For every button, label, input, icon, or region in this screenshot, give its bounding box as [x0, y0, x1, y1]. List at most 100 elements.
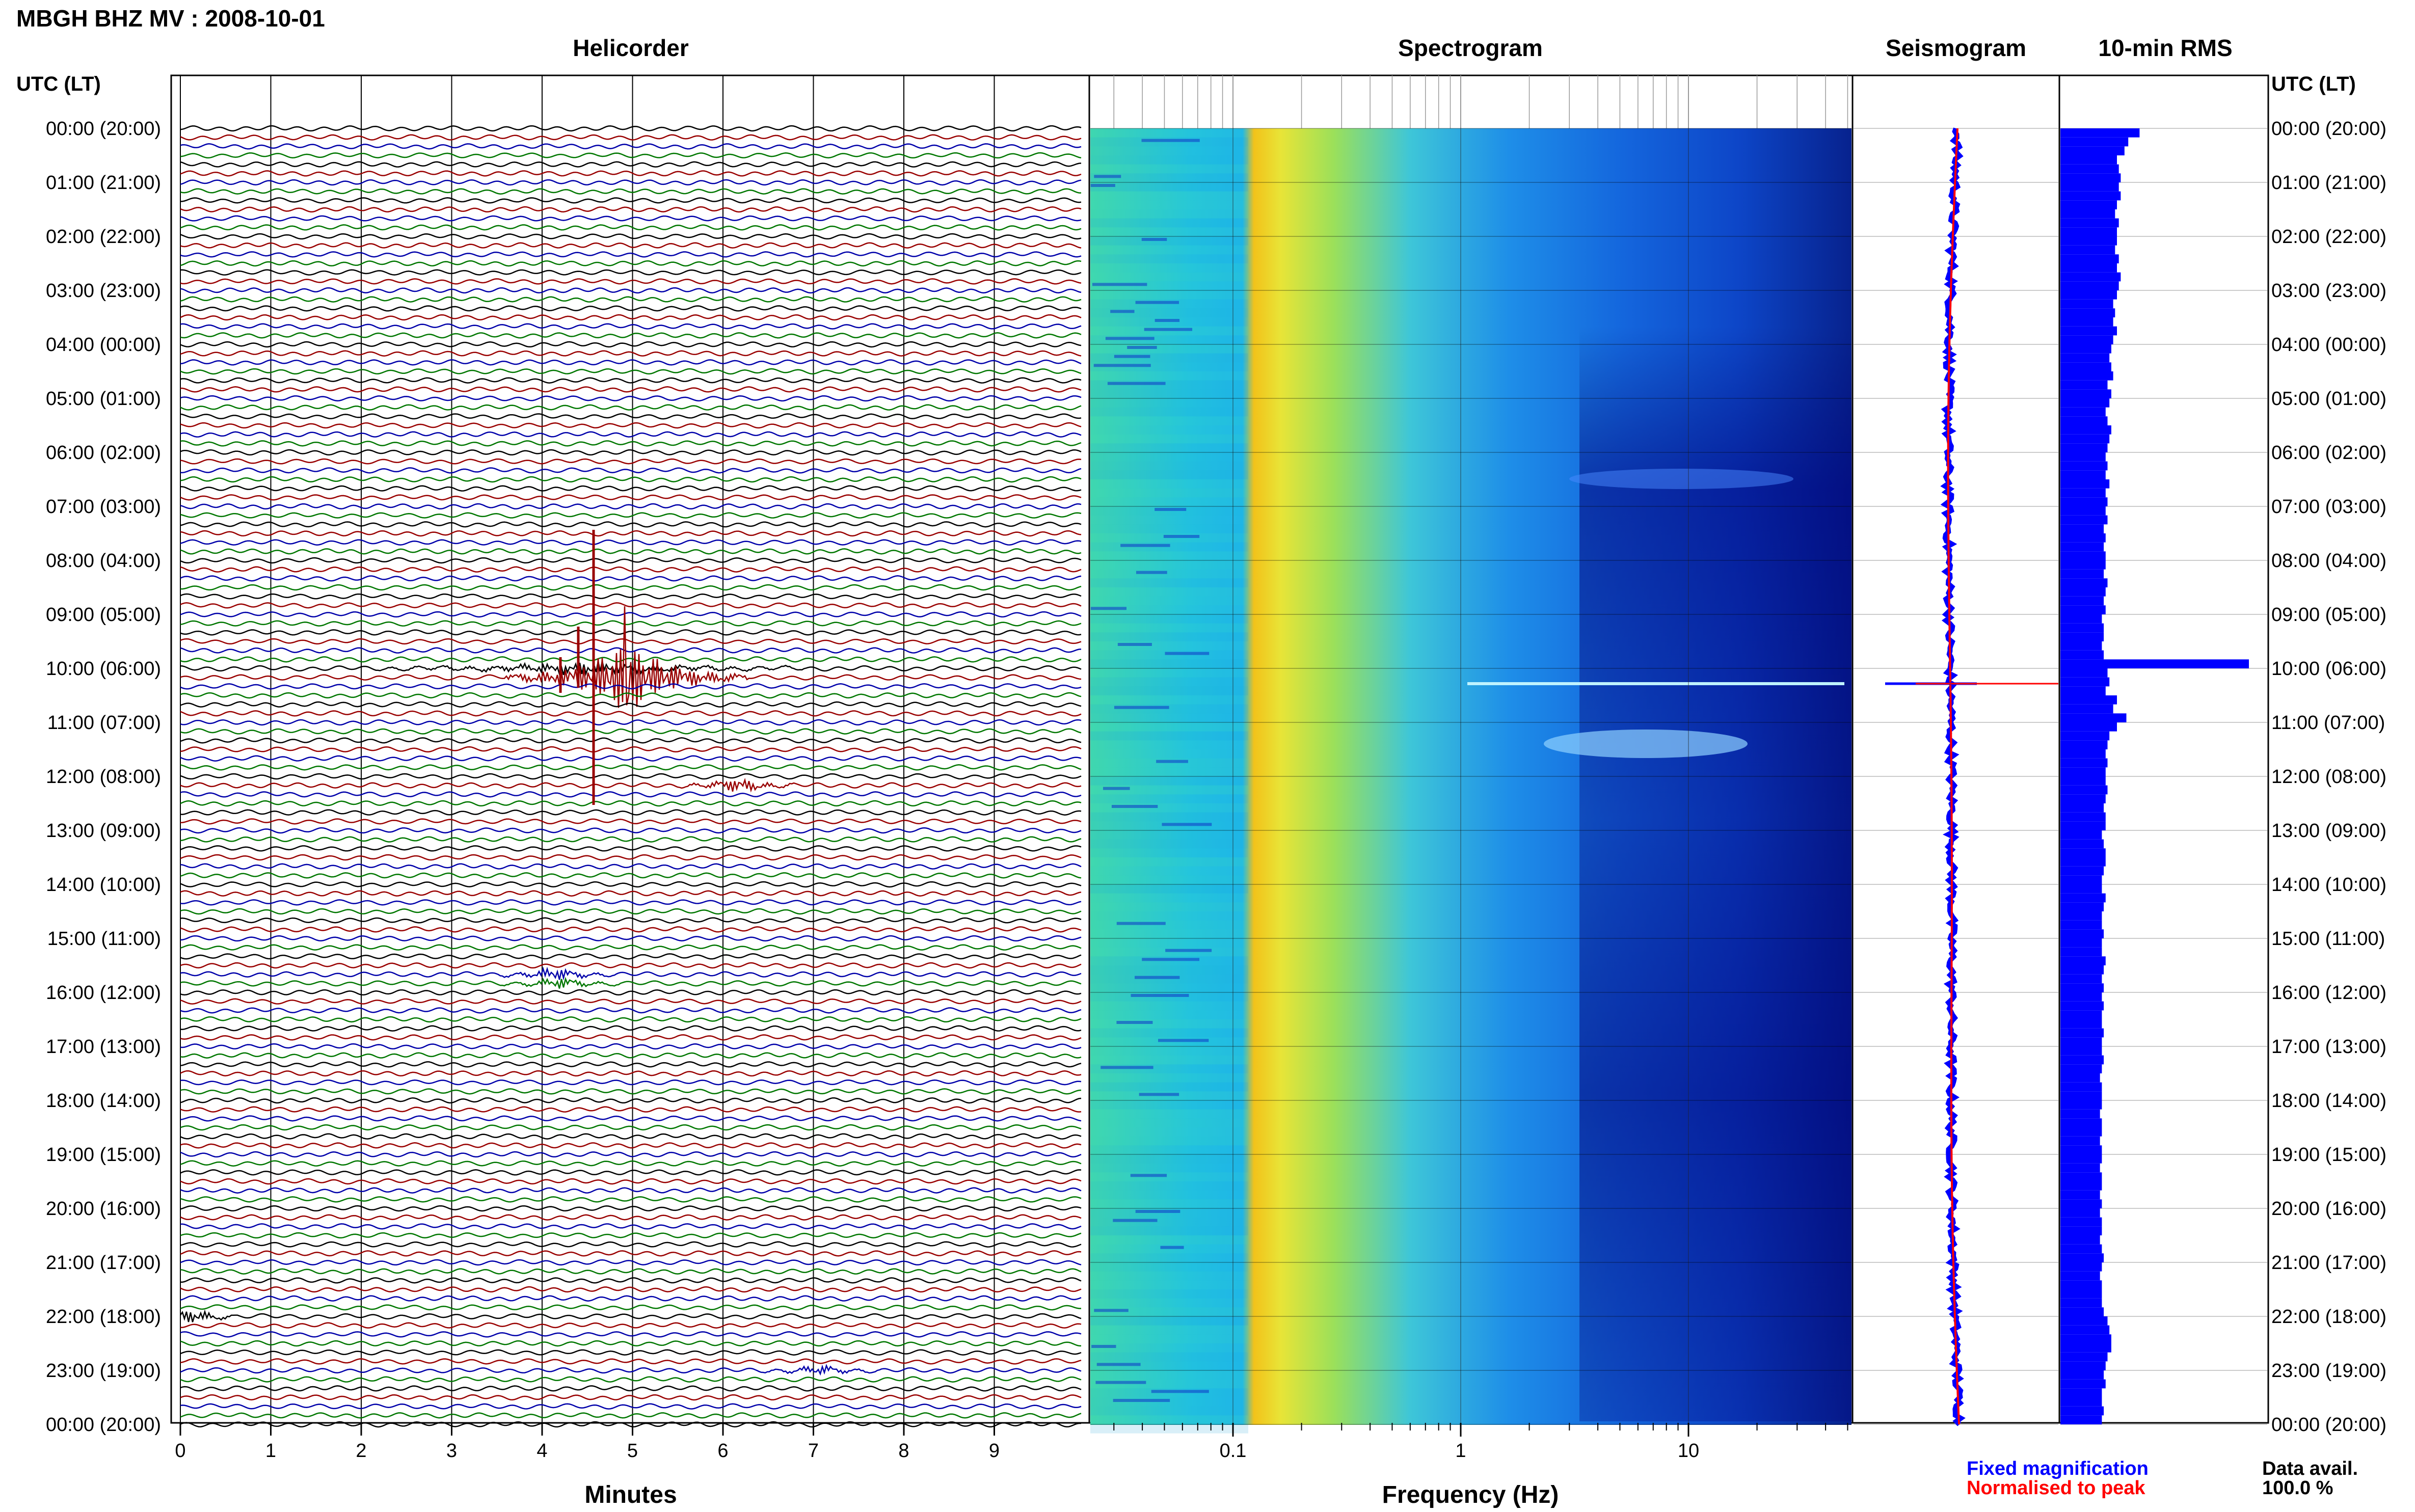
rms-bar	[2060, 137, 2129, 147]
helicorder-trace	[180, 953, 1082, 960]
spectrogram-tick-label: 10	[1678, 1440, 1699, 1462]
helicorder-trace	[180, 557, 1082, 564]
rms-bar	[2060, 929, 2104, 938]
rms-bar	[2060, 920, 2102, 930]
rms-bar	[2060, 767, 2106, 776]
rms-bar	[2060, 1343, 2111, 1353]
time-label-left: 06:00 (02:00)	[46, 442, 161, 464]
time-label-right: 06:00 (02:00)	[2271, 442, 2386, 464]
rms-bar	[2060, 1010, 2102, 1019]
rms-bar	[2060, 461, 2108, 471]
time-label-right: 22:00 (18:00)	[2271, 1306, 2386, 1328]
time-labels-left: 00:00 (20:00) 01:00 (21:00) 02:00 (22:00) 0…	[46, 118, 161, 1436]
helicorder-tick-label: 7	[808, 1440, 819, 1462]
rms-bar	[2060, 1406, 2104, 1416]
helicorder-trace	[180, 1358, 1082, 1365]
helicorder-trace	[180, 1205, 1082, 1212]
time-label-left: 03:00 (23:00)	[46, 280, 161, 302]
rms-bar	[2060, 1280, 2102, 1289]
time-label-right: 13:00 (09:00)	[2271, 820, 2386, 842]
helicorder-trace	[180, 593, 1082, 600]
helicorder-trace	[180, 134, 1082, 141]
rms-bar	[2060, 776, 2106, 786]
rms-bar	[2060, 371, 2113, 381]
rms-bar	[2060, 344, 2111, 354]
rms-bar	[2060, 794, 2106, 803]
seismogram-normalised-trace	[1947, 128, 1960, 1425]
helicorder-trace	[180, 206, 1082, 213]
time-label-left: 10:00 (06:00)	[46, 658, 161, 680]
rms-bar	[2060, 479, 2110, 489]
helicorder-trace	[180, 773, 1082, 780]
rms-bar	[2060, 1055, 2104, 1065]
time-label-left: 00:00 (20:00)	[46, 118, 161, 140]
helicorder-trace	[180, 332, 1082, 339]
helicorder-tick-label: 2	[356, 1440, 366, 1462]
rms-bar	[2060, 875, 2102, 884]
helicorder-trace	[180, 1331, 1082, 1338]
helicorder-trace	[180, 1394, 1082, 1401]
rms-bar	[2060, 1253, 2104, 1262]
rms-bar	[2060, 434, 2110, 444]
rms-bar	[2060, 254, 2119, 263]
rms-bar	[2060, 1199, 2102, 1208]
time-label-left: 00:00 (20:00)	[46, 1414, 161, 1436]
helicorder-tick-label: 5	[627, 1440, 638, 1462]
rms-bar	[2060, 1208, 2100, 1218]
helicorder-tick-label: 9	[989, 1440, 1000, 1462]
time-label-right: 17:00 (13:00)	[2271, 1036, 2386, 1058]
time-label-right: 18:00 (14:00)	[2271, 1090, 2386, 1112]
rms-bar	[2060, 488, 2106, 498]
helicorder-trace	[180, 935, 1082, 942]
helicorder-trace	[180, 1421, 1082, 1428]
helicorder-trace	[180, 1304, 1081, 1311]
rms-bar	[2060, 380, 2108, 390]
rms-bar	[2060, 560, 2106, 570]
helicorder-tick-label: 1	[265, 1440, 276, 1462]
time-label-left: 19:00 (15:00)	[46, 1144, 161, 1166]
helicorder-trace	[180, 998, 1082, 1005]
rms-bar	[2060, 839, 2104, 849]
rms-bar	[2060, 695, 2117, 705]
rms-bar	[2060, 848, 2106, 857]
rms-bar	[2060, 1100, 2102, 1110]
helicorder-trace	[180, 575, 1082, 582]
time-label-right: 04:00 (00:00)	[2271, 334, 2386, 356]
helicorder-trace	[180, 458, 1082, 465]
time-label-right: 19:00 (15:00)	[2271, 1144, 2386, 1166]
helicorder-trace	[180, 1241, 1082, 1248]
helicorder-trace	[180, 242, 1082, 249]
helicorder-trace	[180, 359, 1082, 366]
rms-bar	[2060, 632, 2104, 641]
helicorder-trace	[180, 1034, 1082, 1041]
helicorder-trace	[180, 1160, 1082, 1167]
rms-bar	[2060, 452, 2106, 462]
helicorder-trace	[180, 404, 1082, 411]
time-label-right: 10:00 (06:00)	[2271, 658, 2386, 680]
rms-bar	[2060, 866, 2104, 876]
helicorder-trace	[180, 1052, 1082, 1059]
spectrogram-xlabel: Frequency (Hz)	[1382, 1481, 1559, 1508]
rms-bar	[2060, 587, 2106, 597]
rms-bar	[2060, 884, 2102, 894]
rms-bar	[2060, 1091, 2102, 1100]
rms-bar	[2060, 686, 2106, 695]
rms-bar	[2060, 1019, 2102, 1029]
time-label-left: 08:00 (04:00)	[46, 550, 161, 572]
helicorder-trace	[180, 606, 1082, 708]
rms-bar	[2060, 389, 2111, 398]
time-label-left: 07:00 (03:00)	[46, 496, 161, 518]
helicorder-trace	[180, 755, 1082, 762]
helicorder-trace	[180, 1187, 1082, 1194]
rms-bar	[2060, 200, 2117, 209]
rms-bar	[2060, 443, 2108, 452]
helicorder-trace	[180, 143, 1082, 150]
rms-bar	[2060, 1370, 2104, 1380]
helicorder-trace	[180, 431, 1082, 438]
rms-bar	[2060, 605, 2106, 614]
rms-bar	[2060, 857, 2106, 867]
helicorder-trace	[180, 899, 1082, 906]
rms-bar	[2060, 227, 2117, 236]
helicorder-trace	[180, 854, 1082, 861]
